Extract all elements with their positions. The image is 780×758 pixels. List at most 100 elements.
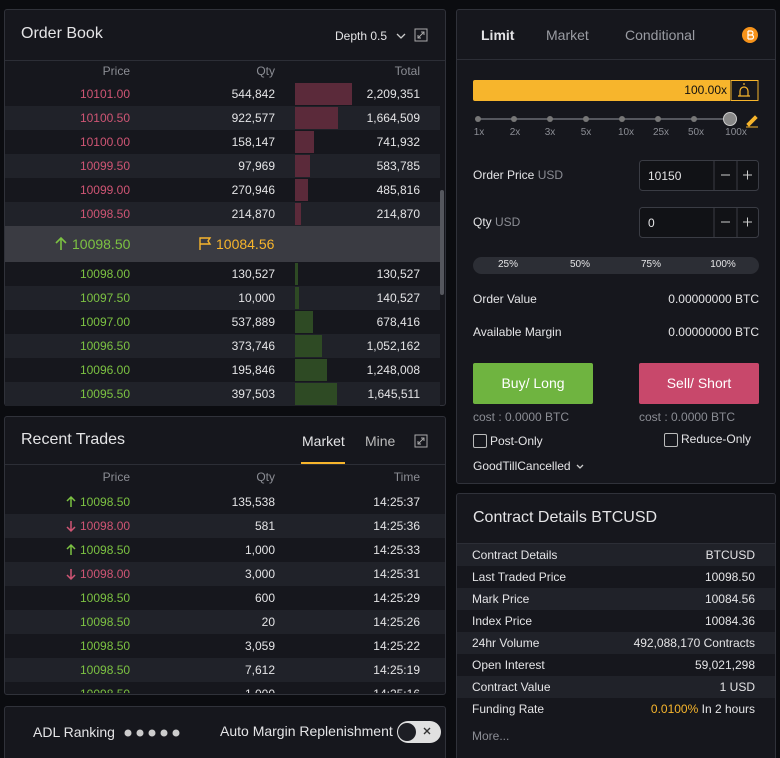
price: 10098.50 (79, 207, 130, 221)
trade-arrow (66, 569, 76, 581)
row-bg (457, 632, 775, 654)
leverage-icons[interactable] (0, 0, 759, 128)
trade-qty: 20 (261, 615, 275, 629)
recent-trades-panel (4, 416, 446, 695)
label-text: Order Price (473, 168, 535, 182)
qty: 922,577 (231, 111, 275, 125)
trade-time: 14:25:26 (373, 615, 420, 629)
buy-button[interactable]: Buy/ Long (473, 363, 593, 404)
qty: 373,746 (231, 339, 275, 353)
buy-cost: cost : 0.0000 BTC (473, 410, 570, 424)
more-link[interactable]: More... (472, 729, 510, 743)
order-value-label: Order Value (473, 292, 537, 306)
reduce-only-label[interactable]: Reduce-Only (681, 432, 752, 446)
sell-button[interactable]: Sell/ Short (639, 363, 759, 404)
percent-option[interactable]: 100% (710, 259, 736, 270)
tab[interactable]: Market (302, 433, 345, 449)
detail-value: 1 USD (719, 680, 755, 694)
order-price-input[interactable]: 10150 (648, 169, 682, 183)
divider (457, 543, 775, 544)
leverage-bar[interactable] (473, 80, 730, 101)
detail-label: Open Interest (472, 658, 545, 672)
trade-time: 14:25:31 (373, 567, 420, 581)
tab[interactable]: Limit (481, 27, 515, 43)
row-bg (5, 154, 440, 178)
toggle[interactable] (0, 0, 441, 743)
row-bg (5, 658, 445, 682)
depth-bar (295, 155, 311, 177)
price: 10096.50 (79, 339, 130, 353)
percent-option[interactable]: 50% (569, 259, 590, 270)
price: 10097.00 (79, 315, 130, 329)
depth-bar (295, 359, 328, 381)
percent-option[interactable]: 75% (640, 259, 661, 270)
mid-row (5, 226, 440, 262)
trade-qty: 3,059 (244, 639, 275, 653)
trade-price: 10098.50 (80, 663, 131, 677)
tab[interactable]: Mine (365, 433, 396, 449)
available-margin: 0.00000000 BTC (668, 325, 759, 339)
trade-arrow (66, 521, 76, 533)
divider (5, 464, 445, 465)
leverage-mark: 3x (544, 127, 556, 138)
panel-title: Contract Details BTCUSD (473, 509, 658, 526)
percent-option[interactable]: 25% (497, 259, 518, 270)
leverage-value[interactable]: 100.00x (684, 83, 727, 97)
qty-label: Qty USD (473, 213, 520, 231)
trade-qty: 135,538 (231, 495, 275, 509)
total: 583,785 (376, 159, 420, 173)
funding-note: In 2 hours (701, 702, 755, 716)
depth-selector[interactable]: Depth 0.5 (335, 29, 388, 43)
qty-input[interactable]: 0 (648, 216, 655, 230)
input-boxes[interactable] (0, 0, 759, 238)
trade-qty: 581 (254, 519, 275, 533)
detail-value: 59,021,298 (694, 658, 755, 672)
leverage-mark: 1x (473, 127, 485, 138)
column-header: Price (102, 470, 130, 484)
trade-price: 10098.50 (80, 591, 131, 605)
coin-icon (742, 27, 758, 43)
funding-rate: 0.0100% (650, 702, 699, 716)
checkbox[interactable] (473, 434, 487, 448)
tab[interactable]: Market (546, 27, 589, 43)
post-only-label[interactable]: Post-Only (490, 434, 543, 448)
trade-price: 10098.00 (80, 519, 131, 533)
detail-label: 24hr Volume (472, 636, 540, 650)
detail-label: Mark Price (472, 592, 530, 606)
trade-price: 10098.00 (80, 567, 131, 581)
qty: 537,889 (231, 315, 275, 329)
row-bg (5, 334, 440, 358)
column-header: Time (393, 470, 420, 484)
tab[interactable]: Conditional (625, 27, 696, 43)
leverage-mark: 100x (725, 127, 747, 138)
expand-icon[interactable] (0, 0, 428, 448)
label-text: Qty (473, 215, 492, 229)
price: 10095.50 (79, 387, 130, 401)
column-header: Total (394, 64, 420, 78)
trade-time: 14:25:33 (373, 543, 420, 557)
price: 10099.00 (79, 183, 130, 197)
trade-time: 14:25:37 (373, 495, 420, 509)
sell-cost: cost : 0.0000 BTC (639, 410, 736, 424)
total: 140,527 (376, 291, 420, 305)
row-bg (5, 382, 440, 406)
time-in-force[interactable]: GoodTillCancelled (473, 459, 571, 473)
total: 1,248,008 (366, 363, 420, 377)
trade-price: 10098.50 (80, 685, 130, 693)
tab-underline (301, 462, 345, 464)
checkbox[interactable] (664, 433, 678, 447)
scrollbar[interactable] (440, 190, 444, 295)
leverage-mark: 5x (580, 127, 592, 138)
depth-bar (295, 131, 315, 153)
depth-bar (295, 311, 313, 333)
mid-icons (55, 236, 212, 250)
depth-bar (295, 179, 308, 201)
trade-qty: 1,000 (244, 543, 275, 557)
total: 1,645,511 (367, 387, 421, 401)
order-value: 0.00000000 BTC (668, 292, 759, 306)
row-bg (5, 286, 440, 310)
leverage-mark: 25x (652, 127, 670, 138)
column-header: Qty (256, 64, 275, 78)
trade-time: 14:25:29 (373, 591, 420, 605)
total: 485,816 (376, 183, 420, 197)
